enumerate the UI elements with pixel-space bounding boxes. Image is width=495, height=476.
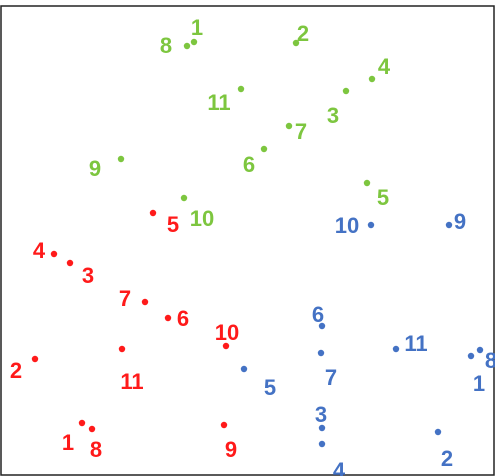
blue-point-11-label: 11: [404, 331, 427, 356]
red-point-1-label: 1: [62, 430, 74, 455]
frame: [0, 5, 495, 476]
blue-point-10-dot: [367, 221, 375, 229]
blue-point-3-dot: [318, 424, 326, 432]
blue-point-10-label: 10: [335, 213, 359, 238]
green-point-5-label: 5: [377, 185, 389, 210]
group-green: 18 2 4 3 11 7 6 9 5 10: [89, 15, 391, 231]
red-point-5-dot: [149, 209, 157, 217]
blue-point-5-label: 5: [264, 375, 276, 400]
red-point-10-label: 10: [215, 320, 239, 345]
red-point-6-label: 6: [177, 306, 189, 331]
green-point-9-label: 9: [89, 156, 101, 181]
red-point-5-label: 5: [167, 212, 179, 237]
red-point-7-dot: [141, 298, 149, 306]
blue-point-4-dot: [318, 440, 326, 448]
red-point-11-dot: [118, 345, 126, 353]
red-point-4-dot: [50, 250, 58, 258]
green-point-10-dot: [180, 194, 188, 202]
blue-point-7-label: 7: [325, 365, 337, 390]
red-point-10-dot: [222, 342, 230, 350]
green-point-3-dot: [342, 87, 350, 95]
green-point-3-label: 3: [327, 103, 339, 128]
blue-point-7-dot: [317, 349, 325, 357]
blue-point-9-label: 9: [454, 209, 466, 234]
red-point-8-dot: [88, 425, 96, 433]
blue-point-2-dot: [434, 428, 442, 436]
green-point-11-dot: [237, 85, 245, 93]
green-point-7-dot: [285, 122, 293, 130]
blue-point-11-dot: [392, 345, 400, 353]
red-point-6-dot: [164, 314, 172, 322]
blue-point-6-label: 6: [312, 302, 324, 327]
blue-point-3-label: 3: [315, 402, 327, 427]
red-point-9-label: 9: [225, 437, 237, 462]
green-point-6-dot: [260, 145, 268, 153]
blue-point-2-label: 2: [441, 446, 453, 471]
red-point-2-label: 2: [10, 358, 22, 383]
green-point-4-label: 4: [378, 54, 391, 79]
red-point-2-dot: [31, 355, 39, 363]
green-point-2-dot: [292, 39, 300, 47]
blue-point-5-dot: [240, 365, 248, 373]
green-point-8-label: 8: [160, 33, 172, 58]
blue-point-8-label: 8: [485, 348, 495, 373]
red-point-4-label: 4: [33, 238, 46, 263]
green-point-9-dot: [117, 155, 125, 163]
green-point-4-dot: [368, 75, 376, 83]
red-point-11-label: 11: [120, 369, 143, 394]
red-point-9-dot: [220, 421, 228, 429]
blue-point-9-dot: [445, 221, 453, 229]
green-point-1-label: 1: [191, 15, 203, 40]
red-point-3-dot: [66, 259, 74, 267]
green-point-2-label: 2: [297, 21, 309, 46]
red-point-8-label: 8: [90, 437, 102, 462]
blue-point-6-dot: [318, 322, 326, 330]
green-point-10-label: 10: [190, 206, 214, 231]
green-point-1-dot: [190, 38, 198, 46]
blue-point-1-label: 1: [473, 371, 485, 396]
blue-point-1-dot: [467, 352, 475, 360]
green-point-8-dot: [183, 42, 191, 50]
green-point-11-label: 11: [207, 90, 230, 115]
blue-point-4-label: 4: [333, 458, 346, 476]
green-point-7-label: 7: [295, 119, 307, 144]
group-blue: 10 9 6 11 8 7 1 5 3 4 2: [240, 209, 495, 476]
blue-point-8-dot: [476, 346, 484, 354]
green-point-5-dot: [363, 179, 371, 187]
red-point-7-label: 7: [119, 286, 131, 311]
green-point-6-label: 6: [243, 152, 255, 177]
red-point-1-dot: [78, 419, 86, 427]
red-point-3-label: 3: [82, 263, 94, 288]
